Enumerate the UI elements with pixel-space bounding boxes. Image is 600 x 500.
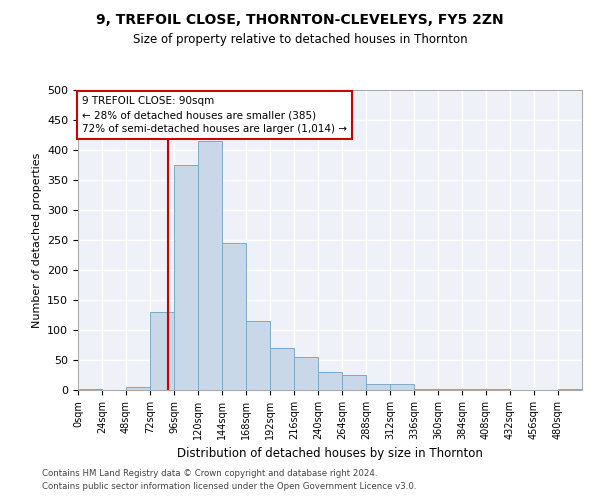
Bar [294,357,318,390]
Bar [558,389,582,390]
Y-axis label: Number of detached properties: Number of detached properties [32,152,41,328]
Bar [486,389,510,390]
X-axis label: Distribution of detached houses by size in Thornton: Distribution of detached houses by size … [177,448,483,460]
Bar [342,375,366,390]
Bar [390,384,414,390]
Bar [366,384,390,390]
Text: Contains HM Land Registry data © Crown copyright and database right 2024.: Contains HM Land Registry data © Crown c… [42,468,377,477]
Bar [270,348,294,390]
Bar [318,372,342,390]
Bar [150,312,174,390]
Text: Contains public sector information licensed under the Open Government Licence v3: Contains public sector information licen… [42,482,416,491]
Bar [222,243,246,390]
Bar [198,141,222,390]
Bar [246,321,270,390]
Bar [438,389,462,390]
Bar [414,389,438,390]
Bar [174,165,198,390]
Bar [78,389,102,390]
Text: 9 TREFOIL CLOSE: 90sqm
← 28% of detached houses are smaller (385)
72% of semi-de: 9 TREFOIL CLOSE: 90sqm ← 28% of detached… [82,96,347,134]
Text: 9, TREFOIL CLOSE, THORNTON-CLEVELEYS, FY5 2ZN: 9, TREFOIL CLOSE, THORNTON-CLEVELEYS, FY… [96,12,504,26]
Text: Size of property relative to detached houses in Thornton: Size of property relative to detached ho… [133,32,467,46]
Bar [126,387,150,390]
Bar [462,389,486,390]
